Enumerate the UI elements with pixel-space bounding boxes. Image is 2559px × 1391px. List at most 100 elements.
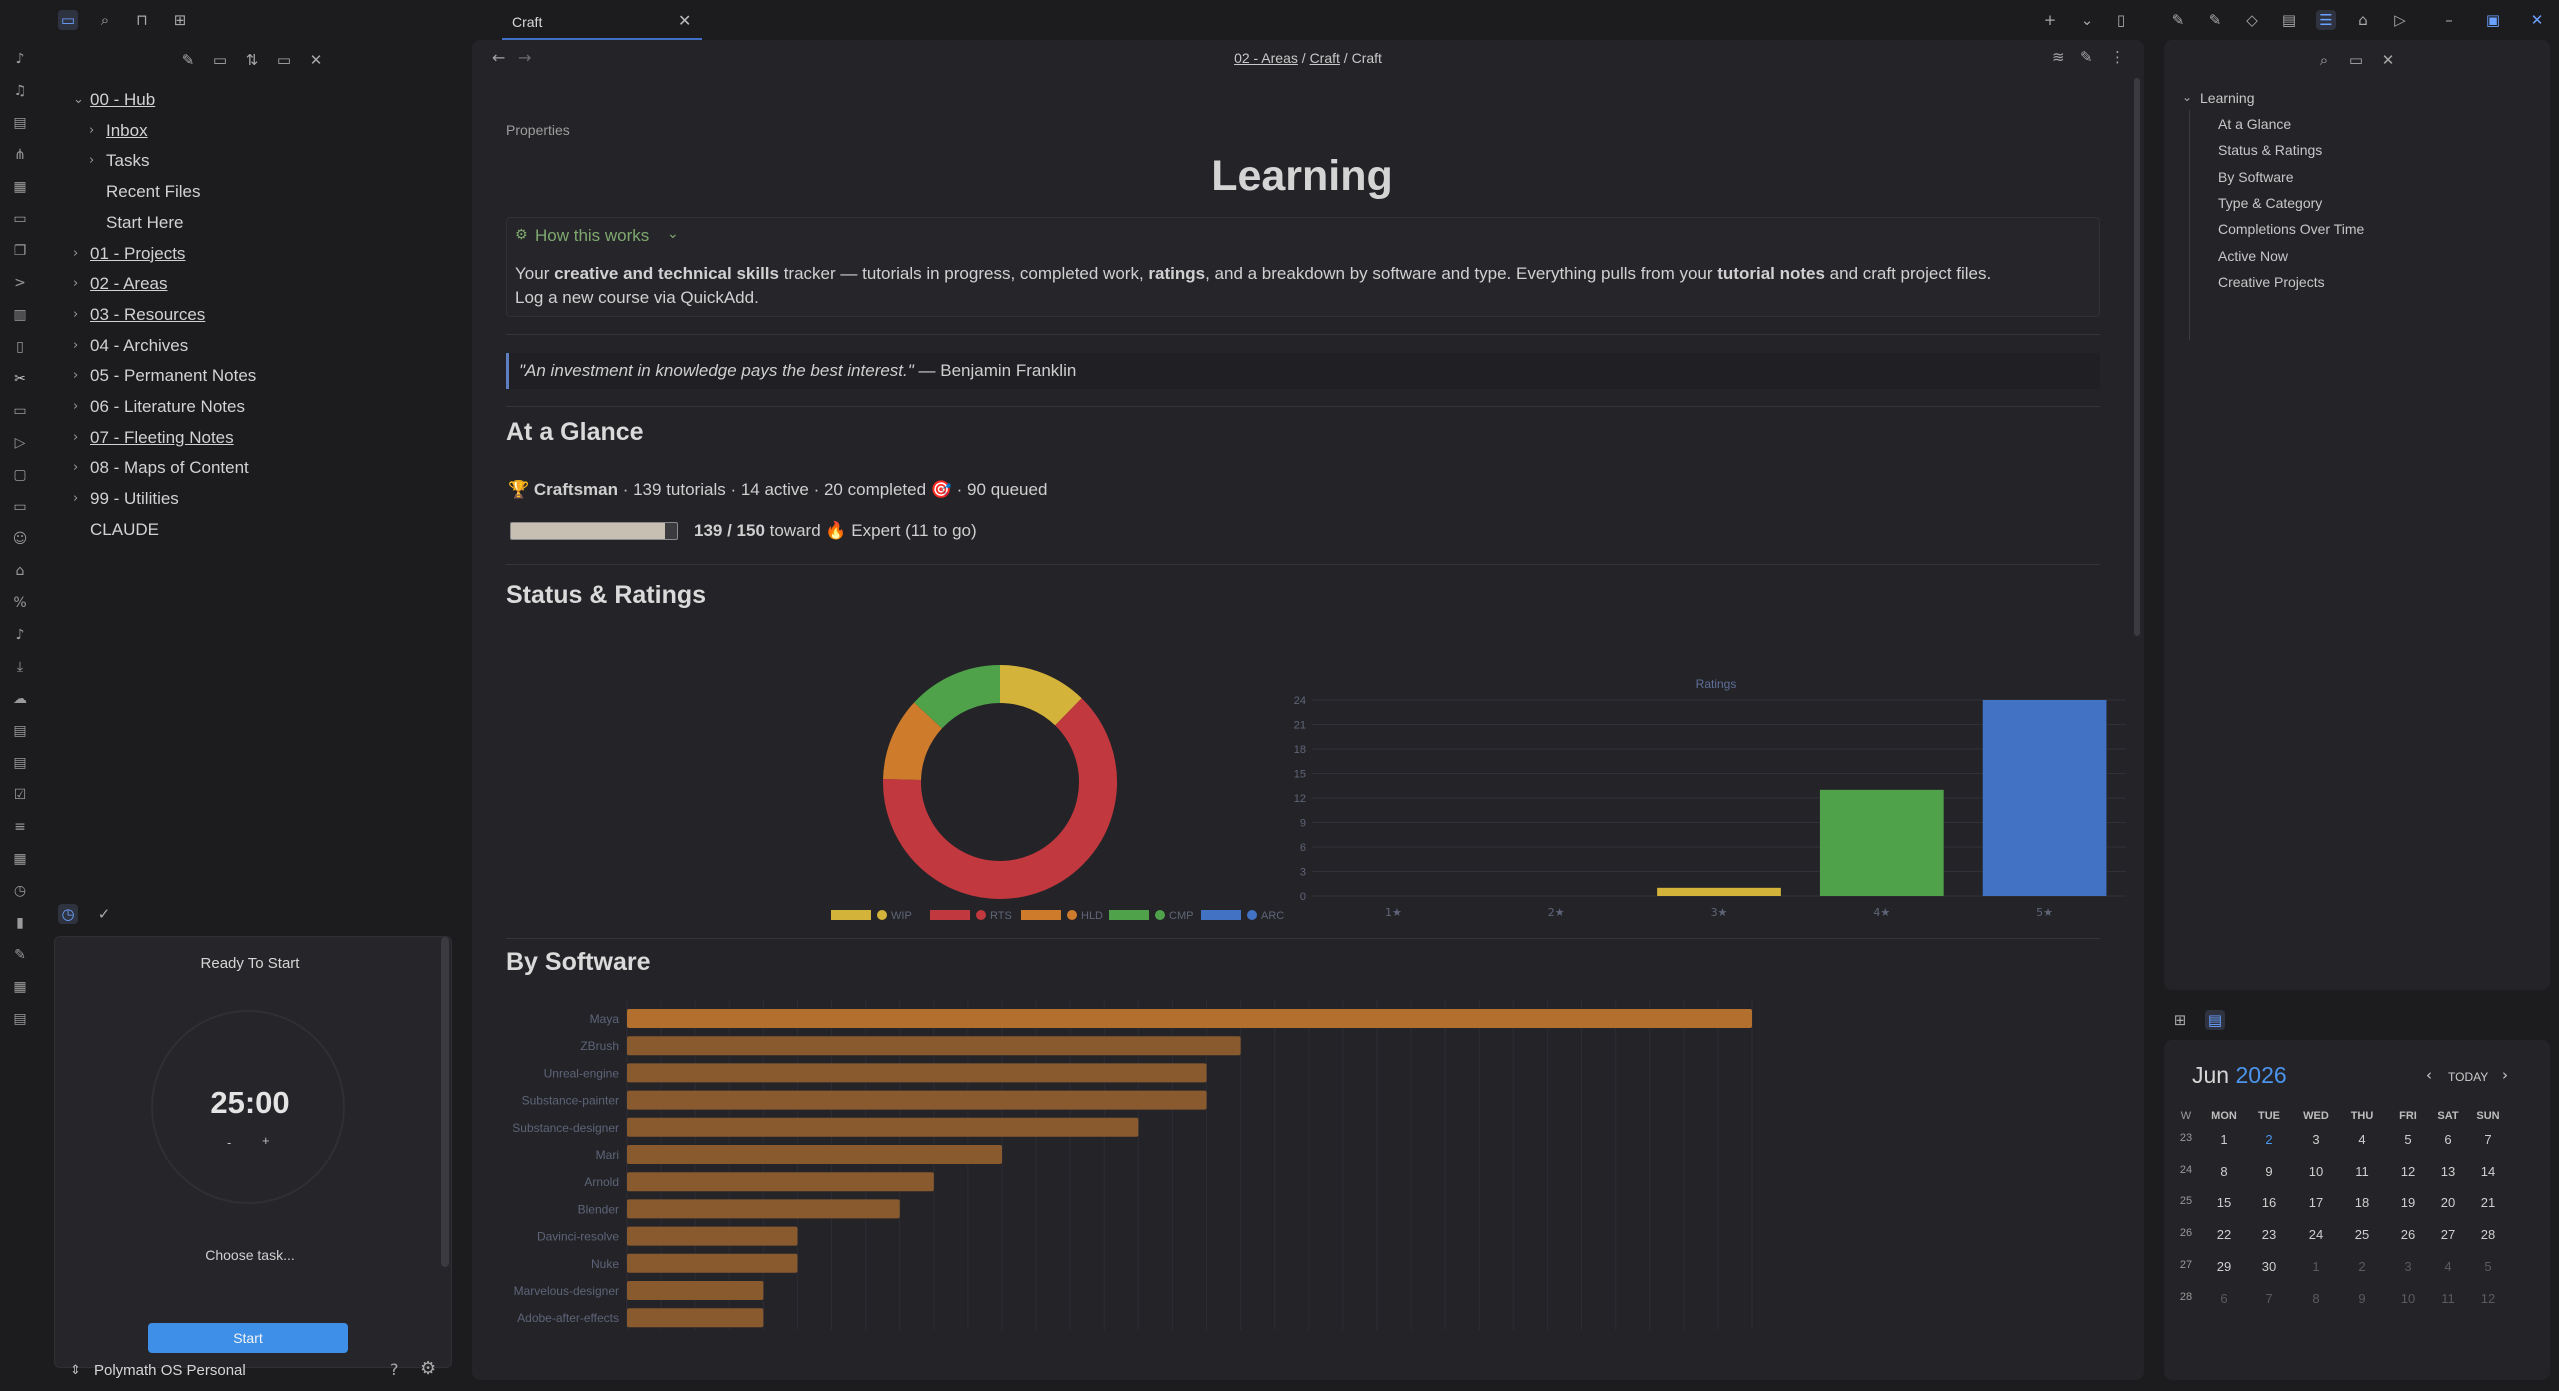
previous-month-icon[interactable]: ‹ bbox=[2426, 1066, 2432, 1084]
calendar-month-icon[interactable]: ▤ bbox=[13, 1011, 27, 1027]
calendar-day[interactable]: 26 bbox=[2400, 1227, 2416, 1243]
software-bar[interactable] bbox=[627, 1253, 798, 1273]
layout-icon[interactable]: ▭ bbox=[2348, 51, 2364, 69]
calendar-day[interactable]: 16 bbox=[2261, 1195, 2277, 1211]
calendar-day[interactable]: 22 bbox=[2216, 1227, 2232, 1243]
plugin-icon[interactable]: ✎ bbox=[2171, 11, 2185, 29]
legend-label[interactable]: ARC bbox=[1261, 910, 1284, 922]
microphone-icon[interactable]: ♪ bbox=[15, 51, 25, 67]
legend-label[interactable]: RTS bbox=[990, 910, 1012, 922]
music-icon[interactable]: ♪ bbox=[15, 627, 25, 643]
calendar-day[interactable]: 9 bbox=[2265, 1163, 2273, 1179]
outline-item[interactable]: Creative Projects bbox=[2218, 273, 2325, 290]
legend-swatch[interactable] bbox=[1201, 910, 1241, 920]
calendar-day[interactable]: 1 bbox=[2312, 1258, 2320, 1274]
breadcrumb-craft-folder[interactable]: Craft bbox=[1309, 50, 1340, 66]
calendar-day[interactable]: 5 bbox=[2484, 1258, 2492, 1274]
today-button[interactable]: TODAY bbox=[2448, 1070, 2489, 1084]
minimize-icon[interactable]: – bbox=[2445, 11, 2453, 29]
calendar-day[interactable]: 12 bbox=[2400, 1163, 2416, 1179]
maximize-icon[interactable]: ▣ bbox=[2485, 11, 2501, 29]
rating-bar[interactable] bbox=[1657, 887, 1781, 896]
brush-icon[interactable]: ✎ bbox=[14, 947, 26, 963]
close-window-icon[interactable]: ✕ bbox=[2530, 11, 2544, 29]
table-icon[interactable]: ▦ bbox=[13, 851, 27, 867]
edit-mode-icon[interactable]: ✎ bbox=[2080, 48, 2093, 66]
chevron-right-icon[interactable]: › bbox=[73, 368, 79, 384]
calendar-day[interactable]: 14 bbox=[2480, 1163, 2496, 1179]
note-icon[interactable]: ▢ bbox=[13, 467, 27, 483]
breadcrumb-areas[interactable]: 02 - Areas bbox=[1234, 50, 1298, 66]
code-icon[interactable]: % bbox=[13, 595, 27, 611]
calendar-day[interactable]: 20 bbox=[2440, 1195, 2456, 1211]
toggle-right-sidebar-icon[interactable]: ▯ bbox=[2116, 11, 2126, 29]
outline-root[interactable]: Learning bbox=[2200, 90, 2255, 106]
video-icon[interactable]: ▷ bbox=[14, 435, 26, 451]
calendar-day[interactable]: 4 bbox=[2358, 1132, 2366, 1147]
cloud-icon[interactable]: ☁ bbox=[13, 691, 27, 707]
tree-item[interactable]: 01 - Projects bbox=[90, 243, 186, 263]
software-bar[interactable] bbox=[627, 1009, 1752, 1028]
next-month-icon[interactable]: › bbox=[2502, 1066, 2508, 1084]
software-bar[interactable] bbox=[627, 1308, 764, 1328]
tree-item[interactable]: 02 - Areas bbox=[90, 274, 168, 294]
calendar-day[interactable]: 17 bbox=[2308, 1195, 2324, 1211]
tree-item[interactable]: 03 - Resources bbox=[90, 304, 206, 324]
chevron-right-icon[interactable]: › bbox=[73, 245, 79, 261]
software-bar[interactable] bbox=[627, 1036, 1241, 1056]
calendar-day[interactable]: 4 bbox=[2444, 1258, 2452, 1274]
donut-slice-cmp[interactable] bbox=[914, 665, 1001, 729]
calendar-day[interactable]: 11 bbox=[2355, 1163, 2369, 1179]
download-icon[interactable]: ⤓ bbox=[16, 659, 24, 675]
new-tab-icon[interactable]: + bbox=[2043, 11, 2057, 29]
calendar-day[interactable]: 27 bbox=[2440, 1227, 2456, 1243]
chevron-right-icon[interactable]: › bbox=[73, 399, 79, 414]
calendar-day[interactable]: 21 bbox=[2480, 1195, 2496, 1211]
rating-bar[interactable] bbox=[1819, 789, 1944, 896]
card-icon[interactable]: ▭ bbox=[13, 403, 27, 419]
legend-swatch[interactable] bbox=[1109, 910, 1149, 920]
settings-gear-icon[interactable]: ⚙ bbox=[420, 1358, 437, 1379]
calendar-day[interactable]: 23 bbox=[2261, 1227, 2277, 1243]
files-icon[interactable]: ▭ bbox=[58, 10, 78, 30]
calendar-day[interactable]: 3 bbox=[2312, 1132, 2320, 1147]
calendar-day[interactable]: 7 bbox=[2265, 1290, 2273, 1306]
chevron-right-icon[interactable]: › bbox=[73, 276, 79, 292]
forward-arrow-icon[interactable]: → bbox=[518, 48, 532, 67]
bookmark-icon[interactable]: ⊓ bbox=[136, 11, 148, 29]
chevron-down-icon[interactable]: ⌄ bbox=[73, 92, 84, 107]
play-icon[interactable]: ▷ bbox=[2394, 11, 2406, 29]
new-folder-icon[interactable]: ▭ bbox=[212, 51, 228, 69]
calendar-day[interactable]: 2 bbox=[2358, 1258, 2366, 1274]
new-note-icon[interactable]: ⊞ bbox=[173, 11, 187, 29]
choose-task-button[interactable]: Choose task... bbox=[205, 1247, 295, 1263]
tree-item[interactable]: 08 - Maps of Content bbox=[90, 458, 249, 478]
calendar-day[interactable]: 10 bbox=[2400, 1290, 2416, 1306]
outline-item[interactable]: At a Glance bbox=[2218, 116, 2292, 132]
calendar-week-icon[interactable]: ▤ bbox=[13, 755, 27, 771]
software-bar[interactable] bbox=[627, 1117, 1139, 1137]
chevron-down-icon[interactable]: ⌄ bbox=[2182, 90, 2193, 104]
waveform-icon[interactable]: ≋ bbox=[2052, 48, 2065, 66]
back-arrow-icon[interactable]: ← bbox=[492, 48, 506, 67]
outline-item[interactable]: By Software bbox=[2218, 168, 2294, 185]
tree-item[interactable]: 04 - Archives bbox=[90, 335, 189, 355]
chart-icon[interactable]: ▮ bbox=[16, 915, 24, 931]
new-note-icon[interactable]: ⊞ bbox=[2173, 1011, 2187, 1029]
calendar-icon[interactable]: ▭ bbox=[13, 211, 27, 227]
calendar-day[interactable]: 8 bbox=[2220, 1163, 2228, 1179]
tag-icon[interactable]: ◇ bbox=[2246, 11, 2258, 29]
tree-item[interactable]: Tasks bbox=[106, 151, 150, 171]
calendar-day[interactable]: 9 bbox=[2358, 1290, 2366, 1306]
timer-increase-button[interactable]: + bbox=[262, 1133, 270, 1148]
chevron-right-icon[interactable]: › bbox=[89, 122, 95, 138]
software-bar[interactable] bbox=[627, 1145, 1002, 1164]
outline-item[interactable]: Type & Category bbox=[2218, 194, 2323, 211]
robot-icon[interactable]: ⌂ bbox=[2358, 11, 2368, 29]
archive-icon[interactable]: ▤ bbox=[2281, 11, 2297, 29]
search-icon[interactable]: ⌕ bbox=[2319, 51, 2329, 69]
help-icon[interactable]: ? bbox=[390, 1360, 399, 1379]
calendar-day-icon[interactable]: ▤ bbox=[13, 723, 27, 739]
clock-icon[interactable]: ◷ bbox=[13, 883, 27, 899]
outline-item[interactable]: Status & Ratings bbox=[2218, 142, 2323, 159]
